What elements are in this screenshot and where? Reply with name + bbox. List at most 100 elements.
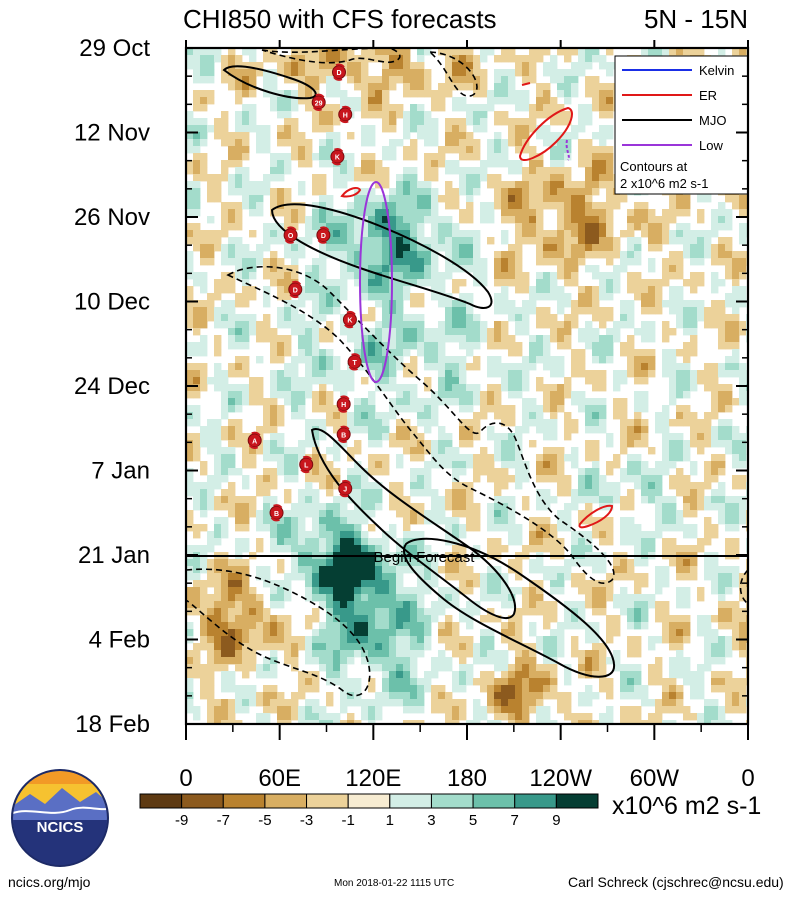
field-cell (403, 601, 411, 609)
field-cell (690, 251, 698, 259)
field-cell (186, 55, 194, 63)
field-cell (536, 216, 544, 224)
field-cell (361, 475, 369, 483)
field-cell (431, 279, 439, 287)
field-cell (186, 209, 194, 217)
field-cell (438, 104, 446, 112)
field-cell (277, 97, 285, 105)
field-cell (536, 538, 544, 546)
field-cell (263, 657, 271, 665)
field-cell (256, 601, 264, 609)
field-cell (228, 132, 236, 140)
field-cell (382, 279, 390, 287)
field-cell (368, 461, 376, 469)
field-cell (284, 104, 292, 112)
field-cell (592, 132, 600, 140)
field-cell (186, 573, 194, 581)
field-cell (221, 475, 229, 483)
field-cell (494, 384, 502, 392)
field-cell (305, 90, 313, 98)
field-cell (606, 237, 614, 245)
field-cell (298, 440, 306, 448)
field-cell (200, 125, 208, 133)
field-cell (655, 475, 663, 483)
field-cell (424, 622, 432, 630)
field-cell (473, 258, 481, 266)
field-cell (277, 405, 285, 413)
field-cell (459, 405, 467, 413)
field-cell (242, 76, 250, 84)
field-cell (648, 244, 656, 252)
field-cell (508, 517, 516, 525)
field-cell (263, 181, 271, 189)
field-cell (354, 83, 362, 91)
field-cell (627, 300, 635, 308)
field-cell (340, 510, 348, 518)
field-cell (249, 265, 257, 273)
field-cell (452, 279, 460, 287)
field-cell (515, 650, 523, 658)
field-cell (480, 594, 488, 602)
field-cell (326, 48, 334, 56)
field-cell (599, 272, 607, 280)
field-cell (655, 412, 663, 420)
field-cell (221, 650, 229, 658)
field-cell (515, 139, 523, 147)
field-cell (312, 216, 320, 224)
field-cell (585, 405, 593, 413)
field-cell (585, 202, 593, 210)
field-cell (459, 300, 467, 308)
field-cell (221, 531, 229, 539)
field-cell (473, 104, 481, 112)
field-cell (578, 118, 586, 126)
field-cell (228, 244, 236, 252)
field-cell (298, 356, 306, 364)
field-cell (312, 531, 320, 539)
field-cell (417, 293, 425, 301)
field-cell (291, 125, 299, 133)
field-cell (564, 321, 572, 329)
field-cell (466, 244, 474, 252)
field-cell (487, 636, 495, 644)
field-cell (473, 419, 481, 427)
field-cell (417, 188, 425, 196)
field-cell (683, 482, 691, 490)
field-cell (382, 97, 390, 105)
field-cell (599, 398, 607, 406)
field-cell (718, 405, 726, 413)
field-cell (543, 342, 551, 350)
field-cell (732, 314, 740, 322)
field-cell (445, 531, 453, 539)
field-cell (431, 496, 439, 504)
field-cell (368, 601, 376, 609)
field-cell (277, 356, 285, 364)
field-cell (452, 188, 460, 196)
field-cell (326, 412, 334, 420)
field-cell (634, 405, 642, 413)
field-cell (263, 419, 271, 427)
field-cell (438, 629, 446, 637)
field-cell (592, 559, 600, 567)
field-cell (557, 321, 565, 329)
field-cell (529, 62, 537, 70)
field-cell (725, 335, 733, 343)
field-cell (424, 139, 432, 147)
field-cell (186, 524, 194, 532)
field-cell (228, 160, 236, 168)
field-cell (578, 244, 586, 252)
field-cell (256, 181, 264, 189)
field-cell (333, 286, 341, 294)
field-cell (424, 517, 432, 525)
field-cell (550, 160, 558, 168)
field-cell (396, 62, 404, 70)
field-cell (557, 146, 565, 154)
field-cell (494, 118, 502, 126)
field-cell (389, 118, 397, 126)
field-cell (550, 69, 558, 77)
field-cell (403, 174, 411, 182)
field-cell (459, 461, 467, 469)
field-cell (522, 279, 530, 287)
field-cell (564, 377, 572, 385)
field-cell (592, 524, 600, 532)
field-cell (277, 272, 285, 280)
